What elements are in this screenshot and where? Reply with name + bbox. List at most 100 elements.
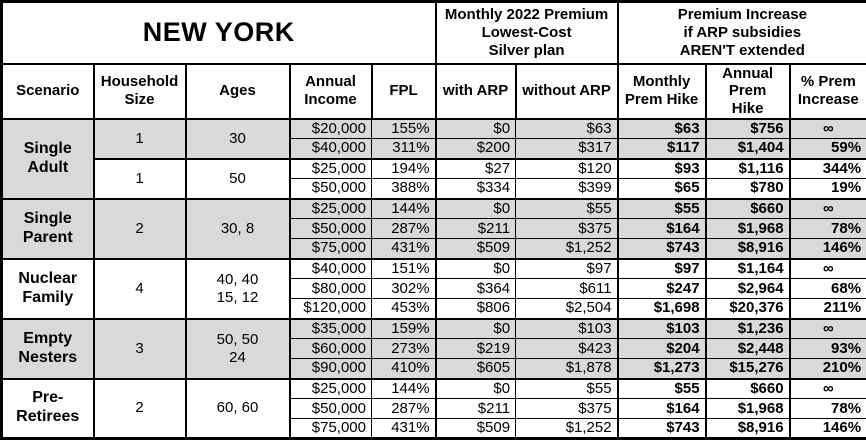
col-header-annual-hike: Annual Prem Hike <box>706 64 790 119</box>
income-cell: $90,000 <box>290 359 372 379</box>
income-cell: $50,000 <box>290 179 372 199</box>
fpl-cell: 453% <box>372 299 436 319</box>
with-arp-cell: $219 <box>436 339 516 359</box>
fpl-cell: 159% <box>372 319 436 339</box>
increase-group-header: Premium Increase if ARP subsidies AREN'T… <box>618 2 866 64</box>
pct-increase-cell: 211% <box>790 299 866 319</box>
pct-increase-cell: ∞ <box>790 199 866 219</box>
annual-hike-cell: $1,404 <box>706 139 790 159</box>
table-row: Pre- Retirees 2 60, 60 $25,000 144% $0 $… <box>2 379 866 399</box>
without-arp-cell: $1,252 <box>516 419 618 439</box>
pct-increase-cell: 146% <box>790 419 866 439</box>
table-row: 1 50 $25,000 194% $27 $120 $93 $1,116 34… <box>2 159 866 179</box>
without-arp-cell: $375 <box>516 219 618 239</box>
fpl-cell: 287% <box>372 219 436 239</box>
income-cell: $35,000 <box>290 319 372 339</box>
scenario-cell: Empty Nesters <box>2 319 94 379</box>
without-arp-cell: $611 <box>516 279 618 299</box>
pct-increase-cell: 19% <box>790 179 866 199</box>
column-header-row: Scenario Household Size Ages Annual Inco… <box>2 64 866 119</box>
household-size-cell: 2 <box>94 199 186 259</box>
without-arp-cell: $55 <box>516 379 618 399</box>
fpl-cell: 273% <box>372 339 436 359</box>
col-header-annual-income: Annual Income <box>290 64 372 119</box>
annual-hike-cell: $2,964 <box>706 279 790 299</box>
fpl-cell: 302% <box>372 279 436 299</box>
pct-increase-cell: 68% <box>790 279 866 299</box>
income-cell: $25,000 <box>290 199 372 219</box>
monthly-hike-cell: $164 <box>618 219 706 239</box>
ages-cell: 30 <box>186 119 290 159</box>
with-arp-cell: $27 <box>436 159 516 179</box>
without-arp-cell: $423 <box>516 339 618 359</box>
household-size-cell: 4 <box>94 259 186 319</box>
scenario-cell: Single Parent <box>2 199 94 259</box>
monthly-hike-cell: $55 <box>618 379 706 399</box>
col-header-ages: Ages <box>186 64 290 119</box>
annual-hike-cell: $20,376 <box>706 299 790 319</box>
col-header-monthly-hike: Monthly Prem Hike <box>618 64 706 119</box>
ages-cell: 30, 8 <box>186 199 290 259</box>
income-cell: $25,000 <box>290 379 372 399</box>
monthly-hike-cell: $55 <box>618 199 706 219</box>
annual-hike-cell: $2,448 <box>706 339 790 359</box>
annual-hike-cell: $780 <box>706 179 790 199</box>
with-arp-cell: $211 <box>436 399 516 419</box>
income-cell: $120,000 <box>290 299 372 319</box>
table-row: Single Parent 2 30, 8 $25,000 144% $0 $5… <box>2 199 866 219</box>
fpl-cell: 151% <box>372 259 436 279</box>
without-arp-cell: $63 <box>516 119 618 139</box>
pct-increase-cell: 78% <box>790 399 866 419</box>
fpl-cell: 155% <box>372 119 436 139</box>
with-arp-cell: $211 <box>436 219 516 239</box>
income-cell: $60,000 <box>290 339 372 359</box>
household-size-cell: 3 <box>94 319 186 379</box>
fpl-cell: 287% <box>372 399 436 419</box>
pct-increase-cell: ∞ <box>790 319 866 339</box>
household-size-cell: 1 <box>94 159 186 199</box>
without-arp-cell: $2,504 <box>516 299 618 319</box>
pct-increase-cell: 210% <box>790 359 866 379</box>
with-arp-cell: $0 <box>436 119 516 139</box>
without-arp-cell: $55 <box>516 199 618 219</box>
monthly-hike-cell: $1,698 <box>618 299 706 319</box>
income-cell: $80,000 <box>290 279 372 299</box>
with-arp-cell: $334 <box>436 179 516 199</box>
income-cell: $40,000 <box>290 259 372 279</box>
col-header-with-arp: with ARP <box>436 64 516 119</box>
with-arp-cell: $605 <box>436 359 516 379</box>
fpl-cell: 144% <box>372 379 436 399</box>
without-arp-cell: $1,878 <box>516 359 618 379</box>
income-cell: $75,000 <box>290 239 372 259</box>
annual-hike-cell: $1,236 <box>706 319 790 339</box>
with-arp-cell: $364 <box>436 279 516 299</box>
title-row: NEW YORK Monthly 2022 Premium Lowest-Cos… <box>2 2 866 64</box>
ages-cell: 50, 50 24 <box>186 319 290 379</box>
with-arp-cell: $0 <box>436 259 516 279</box>
annual-hike-cell: $1,968 <box>706 399 790 419</box>
monthly-hike-cell: $93 <box>618 159 706 179</box>
pct-increase-cell: ∞ <box>790 119 866 139</box>
table-row: Empty Nesters 3 50, 50 24 $35,000 159% $… <box>2 319 866 339</box>
without-arp-cell: $399 <box>516 179 618 199</box>
annual-hike-cell: $8,916 <box>706 419 790 439</box>
table-title: NEW YORK <box>2 2 436 64</box>
without-arp-cell: $103 <box>516 319 618 339</box>
col-header-pct-increase: % Prem Increase <box>790 64 866 119</box>
annual-hike-cell: $1,116 <box>706 159 790 179</box>
monthly-hike-cell: $204 <box>618 339 706 359</box>
without-arp-cell: $317 <box>516 139 618 159</box>
monthly-hike-cell: $103 <box>618 319 706 339</box>
col-header-scenario: Scenario <box>2 64 94 119</box>
without-arp-cell: $375 <box>516 399 618 419</box>
income-cell: $20,000 <box>290 119 372 139</box>
fpl-cell: 388% <box>372 179 436 199</box>
with-arp-cell: $806 <box>436 299 516 319</box>
household-size-cell: 2 <box>94 379 186 439</box>
fpl-cell: 194% <box>372 159 436 179</box>
income-cell: $75,000 <box>290 419 372 439</box>
ages-cell: 50 <box>186 159 290 199</box>
monthly-hike-cell: $97 <box>618 259 706 279</box>
with-arp-cell: $200 <box>436 139 516 159</box>
